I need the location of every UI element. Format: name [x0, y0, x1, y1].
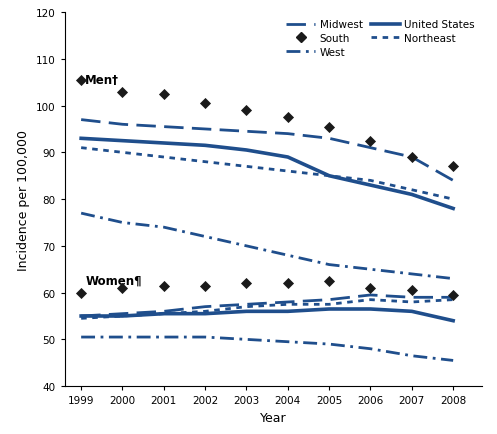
Point	[160, 283, 168, 289]
Point	[160, 91, 168, 98]
Point	[284, 280, 292, 287]
Point	[449, 164, 457, 171]
Point	[201, 101, 209, 108]
Point	[118, 285, 126, 292]
Point	[325, 124, 333, 131]
Point	[325, 278, 333, 285]
Point	[408, 154, 416, 161]
Point	[366, 138, 374, 145]
Point	[77, 289, 85, 296]
Point	[366, 285, 374, 292]
Point	[408, 287, 416, 294]
Legend: Midwest, South, West, United States, Northeast: Midwest, South, West, United States, Nor…	[284, 18, 477, 59]
Point	[284, 115, 292, 122]
Point	[449, 292, 457, 299]
Text: Women¶: Women¶	[85, 274, 142, 287]
Point	[243, 108, 250, 115]
Point	[243, 280, 250, 287]
Point	[118, 89, 126, 96]
X-axis label: Year: Year	[260, 411, 287, 424]
Point	[77, 77, 85, 84]
Y-axis label: Incidence per 100,000: Incidence per 100,000	[17, 129, 30, 270]
Point	[201, 283, 209, 289]
Text: Men†: Men†	[85, 74, 119, 87]
